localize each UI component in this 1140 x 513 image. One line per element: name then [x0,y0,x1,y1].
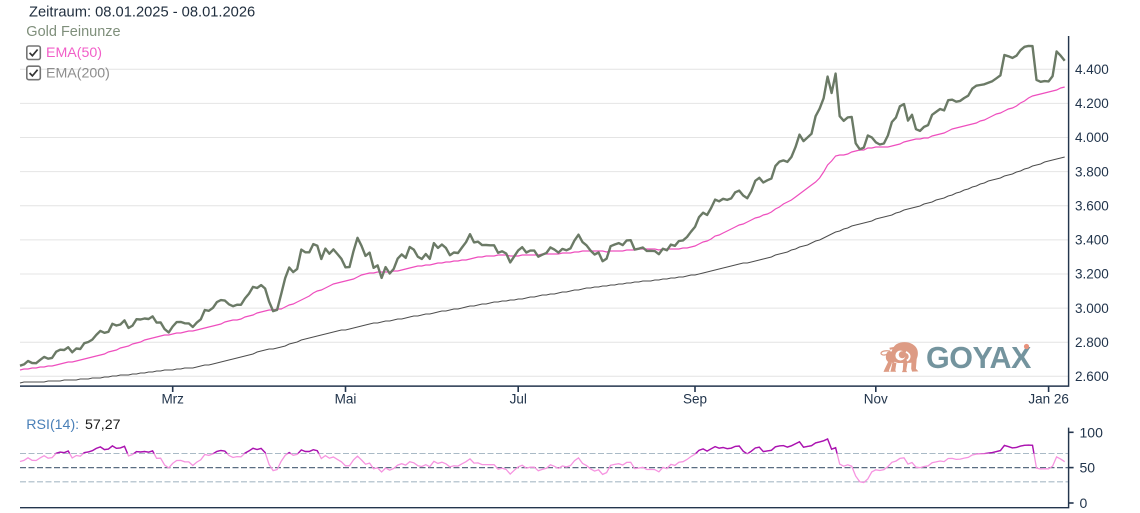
svg-text:2.800: 2.800 [1075,335,1109,350]
svg-text:Nov: Nov [864,392,888,407]
svg-text:3.800: 3.800 [1075,164,1109,179]
svg-text:4.200: 4.200 [1075,96,1109,111]
svg-text:Sep: Sep [683,392,707,407]
svg-text:3.600: 3.600 [1075,198,1109,213]
svg-text:4.000: 4.000 [1075,130,1109,145]
svg-text:Mai: Mai [335,392,357,407]
svg-text:EMA(200): EMA(200) [46,65,110,81]
svg-text:EMA(50): EMA(50) [46,45,102,61]
svg-text:Mrz: Mrz [161,392,184,407]
svg-text:Gold Feinunze: Gold Feinunze [26,24,120,40]
svg-text:3.200: 3.200 [1075,267,1109,282]
svg-text:RSI(14):: RSI(14): [26,417,79,433]
svg-text:3.400: 3.400 [1075,233,1109,248]
svg-text:Zeitraum: 08.01.2025 - 08.01.2: Zeitraum: 08.01.2025 - 08.01.2026 [29,4,255,20]
svg-text:57,27: 57,27 [85,417,121,433]
svg-text:Jan 26: Jan 26 [1028,392,1069,407]
svg-text:100: 100 [1080,424,1104,440]
svg-text:4.400: 4.400 [1075,62,1109,77]
svg-text:50: 50 [1080,460,1096,476]
svg-text:GOYAX: GOYAX [926,341,1032,375]
svg-text:2.600: 2.600 [1075,369,1109,384]
svg-text:0: 0 [1080,495,1088,511]
svg-text:3.000: 3.000 [1075,301,1109,316]
svg-text:Jul: Jul [510,392,527,407]
